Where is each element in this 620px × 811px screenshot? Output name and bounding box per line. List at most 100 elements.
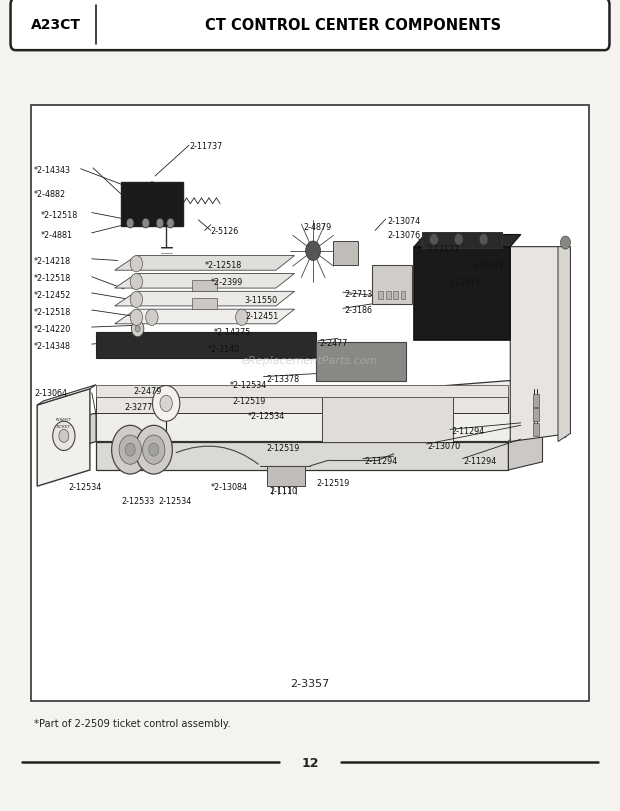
Text: 2-5126: 2-5126 [211,226,239,236]
Circle shape [130,310,143,326]
Text: 3-11550: 3-11550 [245,295,278,305]
Text: *2-12518: *2-12518 [40,210,78,220]
Text: 2-12451: 2-12451 [245,311,278,321]
Polygon shape [558,247,570,442]
Polygon shape [508,414,542,470]
Circle shape [479,234,488,246]
Text: *2-14275: *2-14275 [214,328,251,337]
Circle shape [236,310,248,326]
Polygon shape [96,385,508,397]
Polygon shape [115,310,294,324]
Text: *2-14343: *2-14343 [34,165,71,175]
Circle shape [53,422,75,451]
Text: *2-12518: *2-12518 [34,273,71,283]
Text: 2-1110: 2-1110 [270,486,298,496]
Text: *2-12452: *2-12452 [34,290,71,300]
Bar [31,105,589,702]
Polygon shape [96,397,508,414]
Polygon shape [510,247,570,442]
Text: 2-4879: 2-4879 [304,222,332,232]
Text: 2-12534: 2-12534 [158,496,192,506]
Text: 2-13074: 2-13074 [388,217,420,226]
Circle shape [112,426,149,474]
Polygon shape [96,381,542,442]
Text: *Part of 2-2509 ticket control assembly.: *Part of 2-2509 ticket control assembly. [34,719,231,728]
Text: *2-4882: *2-4882 [34,190,66,200]
Bar [414,247,510,341]
Text: 2-12519: 2-12519 [232,396,266,406]
Bar [422,233,502,249]
Text: 2-11737: 2-11737 [189,141,223,151]
Text: 2-12519: 2-12519 [267,443,300,453]
Circle shape [119,436,141,465]
Circle shape [130,274,143,290]
Circle shape [142,219,149,229]
Circle shape [560,237,570,250]
Circle shape [130,292,143,308]
Text: 2-13076: 2-13076 [388,230,420,240]
Text: 2-13378: 2-13378 [267,374,299,384]
Bar [333,242,358,266]
Text: CT CONTROL CENTER COMPONENTS: CT CONTROL CENTER COMPONENTS [205,18,502,32]
Text: 12: 12 [301,756,319,769]
Text: eReplacementParts.com: eReplacementParts.com [242,356,378,366]
Circle shape [125,444,135,457]
Circle shape [143,436,165,465]
FancyBboxPatch shape [11,0,609,51]
Polygon shape [37,385,96,406]
Circle shape [59,430,69,443]
Bar [192,281,217,292]
Circle shape [430,234,438,246]
Circle shape [135,426,172,474]
Text: 2-13064: 2-13064 [34,388,67,398]
Text: *2-12534: *2-12534 [248,411,285,421]
Bar [393,292,398,300]
Circle shape [160,396,172,412]
Circle shape [153,386,180,422]
Text: 3-11612: 3-11612 [471,260,504,270]
Text: 2-11294: 2-11294 [464,456,497,466]
Text: 2-2479: 2-2479 [133,386,162,396]
Bar [372,265,412,304]
Text: 2-12519: 2-12519 [316,478,350,487]
Circle shape [306,242,321,261]
Text: *2-2399: *2-2399 [211,277,243,287]
Polygon shape [322,397,453,442]
Text: *2-12518: *2-12518 [205,260,242,270]
Text: A23CT: A23CT [31,18,81,32]
Bar [121,182,183,227]
Circle shape [167,219,174,229]
Text: *2-3140: *2-3140 [208,345,240,354]
Circle shape [126,219,134,229]
Bar [267,466,305,487]
Circle shape [135,326,140,333]
Text: *2-4881: *2-4881 [40,230,73,240]
Circle shape [149,444,159,457]
Text: 2-13137: 2-13137 [427,244,459,254]
Polygon shape [115,292,294,307]
Text: 2-11294: 2-11294 [451,427,485,436]
Polygon shape [96,442,508,470]
Polygon shape [115,256,294,271]
Bar [533,409,539,422]
Text: *2-12518: *2-12518 [34,307,71,317]
Text: 2-12534: 2-12534 [68,482,102,491]
Polygon shape [37,389,90,487]
Polygon shape [68,414,96,450]
Text: *2-14218: *2-14218 [34,256,71,266]
Text: 2-3277: 2-3277 [124,402,153,412]
Bar [401,292,405,300]
Polygon shape [96,333,316,358]
Text: *2-14220: *2-14220 [34,324,71,334]
Bar [533,394,539,407]
Text: *2-13084: *2-13084 [211,482,248,491]
Bar [378,292,383,300]
Circle shape [454,234,463,246]
Text: 2-12533: 2-12533 [121,496,154,506]
Text: 3-11613: 3-11613 [448,277,480,287]
Circle shape [156,219,164,229]
Text: 2-13070: 2-13070 [428,441,461,451]
Text: *2-14348: *2-14348 [34,341,71,351]
Text: 2-2477: 2-2477 [319,338,348,348]
Polygon shape [414,235,521,247]
